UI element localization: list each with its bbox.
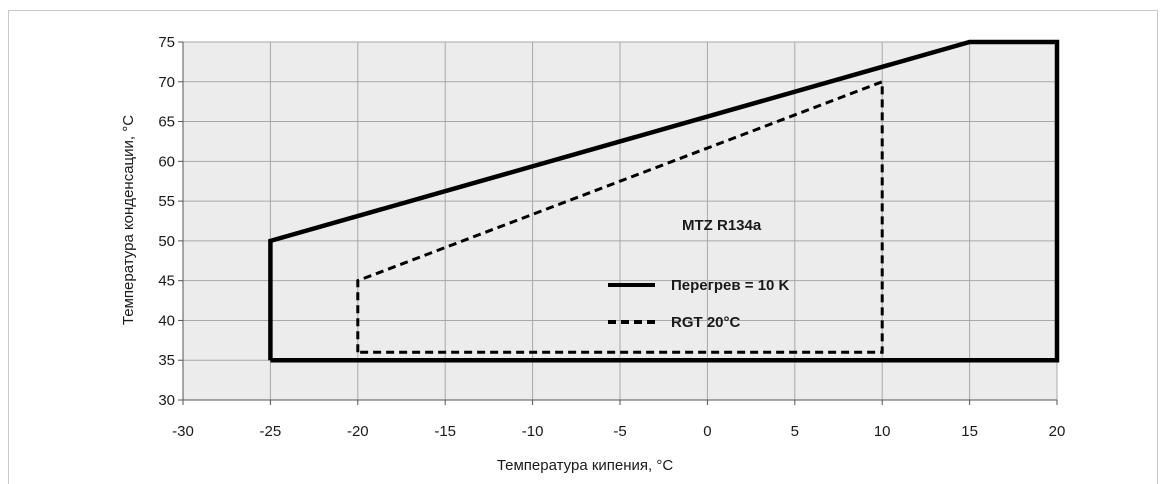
- y-tick-label: 40: [158, 312, 175, 329]
- series-lines: [268, 39, 1060, 363]
- x-tick-label: -25: [260, 423, 282, 440]
- x-tick-label: -30: [172, 423, 194, 440]
- x-tick-label: -15: [434, 423, 456, 440]
- x-axis-label: Температура кипения, °C: [497, 457, 674, 474]
- legend-label-dashed: RGT 20°C: [671, 314, 741, 331]
- y-tick-label: 60: [158, 153, 175, 170]
- series-line-solid: [268, 39, 1060, 363]
- y-axis-label: Температура конденсации, °C: [120, 115, 137, 325]
- x-tick-label: 15: [961, 423, 978, 440]
- axes: [178, 41, 1058, 405]
- y-tick-label: 45: [158, 273, 175, 290]
- legend-label-solid: Перегрев = 10 K: [671, 277, 790, 294]
- x-tick-label: 10: [874, 423, 891, 440]
- x-tick-label: 5: [791, 423, 799, 440]
- x-tick-label: -5: [613, 423, 626, 440]
- x-tick-label: -10: [522, 423, 544, 440]
- y-tick-label: 50: [158, 233, 175, 250]
- x-tick-label: 0: [703, 423, 711, 440]
- y-tick-label: 35: [158, 352, 175, 369]
- x-tick-label: 20: [1049, 423, 1066, 440]
- chart-annotation: MTZ R134a: [682, 217, 762, 234]
- y-tick-label: 30: [158, 392, 175, 409]
- x-tick-label: -20: [347, 423, 369, 440]
- y-tick-labels: 30 35 40 45 50 55 60 65 70 75: [158, 34, 175, 409]
- y-tick-label: 65: [158, 114, 175, 131]
- y-tick-label: 75: [158, 34, 175, 51]
- x-tick-labels: -30 -25 -20 -15 -10 -5 0 5 10 15 20: [172, 423, 1065, 440]
- y-tick-label: 70: [158, 74, 175, 91]
- legend: Перегрев = 10 K RGT 20°C: [608, 277, 790, 331]
- chart-frame: [8, 10, 1158, 484]
- y-tick-label: 55: [158, 193, 175, 210]
